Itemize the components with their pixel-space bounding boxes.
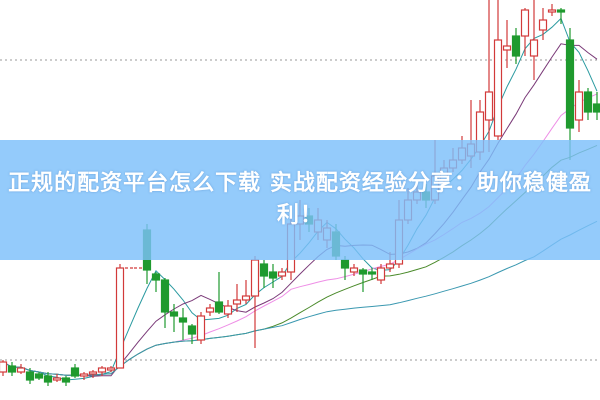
candle-down	[43, 375, 53, 383]
candle-down	[565, 39, 575, 129]
candle-up	[0, 361, 8, 373]
candle-up	[385, 263, 395, 269]
title-banner: 正规的配资平台怎么下载 实战配资经验分享：助你稳健盈利！	[0, 140, 600, 260]
candle-up	[79, 373, 89, 377]
candle-up	[196, 315, 206, 341]
candle-down	[160, 279, 170, 313]
candle-down	[169, 311, 179, 317]
candle-down	[367, 271, 377, 275]
candle-down	[34, 373, 44, 379]
candle-down	[70, 367, 80, 377]
candle-up	[106, 367, 116, 371]
candle-up	[574, 91, 584, 121]
candle-up	[529, 39, 539, 57]
candle-up	[232, 299, 242, 305]
candle-up	[97, 367, 107, 373]
candle-down	[511, 35, 521, 57]
candle-up	[502, 45, 512, 51]
candle-up	[484, 91, 494, 121]
candle-down	[151, 273, 161, 281]
candle-down	[268, 271, 278, 279]
candle-down	[340, 259, 350, 269]
candle-up	[547, 9, 557, 13]
candle-up	[376, 267, 386, 281]
candle-up	[16, 367, 26, 373]
candle-up	[223, 305, 233, 315]
candle-down	[187, 325, 197, 335]
article-title: 正规的配资平台怎么下载 实战配资经验分享：助你稳健盈利！	[8, 171, 592, 228]
candle-up	[349, 267, 359, 273]
candle-up	[538, 19, 548, 31]
candle-down	[358, 269, 368, 275]
candle-up	[205, 307, 215, 313]
candle-down	[61, 377, 71, 383]
candle-up	[88, 371, 98, 375]
candle-up	[115, 267, 125, 369]
candle-up	[493, 39, 503, 137]
candle-up	[250, 259, 260, 297]
candle-down	[556, 9, 566, 13]
candle-up	[52, 377, 62, 381]
candle-down	[592, 103, 600, 113]
candle-up	[520, 9, 530, 37]
candle-up	[241, 295, 251, 301]
candle-down	[178, 317, 188, 323]
candle-down	[25, 371, 35, 381]
candle-down	[214, 301, 224, 313]
candle-down	[7, 365, 17, 373]
candle-up	[277, 271, 287, 277]
candle-down	[259, 263, 269, 277]
candle-down	[583, 91, 593, 113]
